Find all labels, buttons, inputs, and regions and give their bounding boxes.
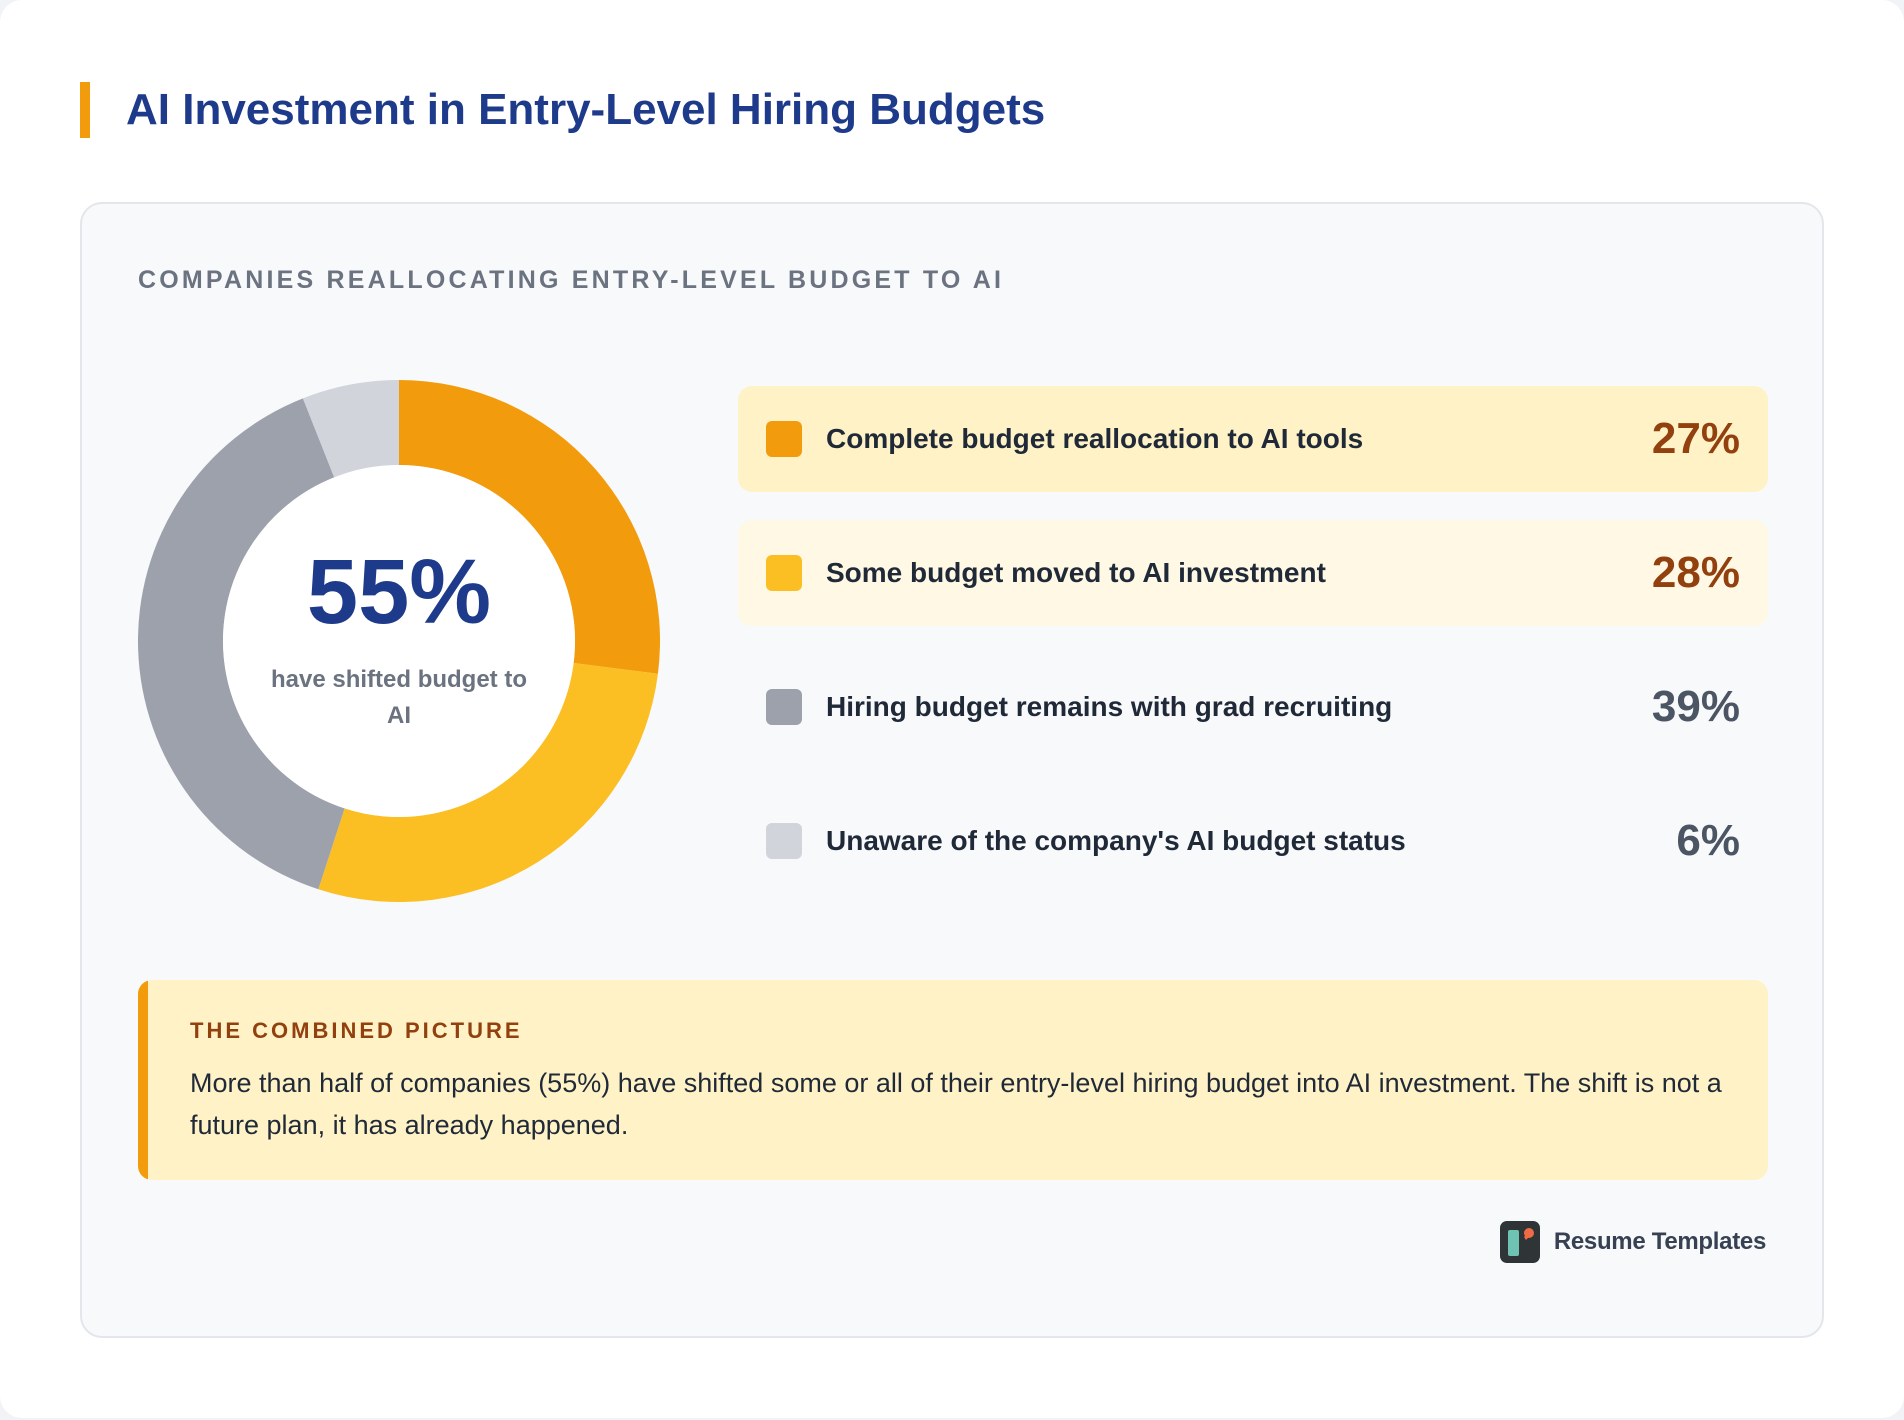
legend-swatch [766, 555, 802, 591]
legend-row: Some budget moved to AI investment 28% [738, 520, 1768, 626]
donut-slice [302, 380, 399, 478]
legend-swatch [766, 421, 802, 457]
donut-slice [318, 663, 658, 902]
callout-box: THE COMBINED PICTURE More than half of c… [138, 980, 1768, 1180]
legend-label: Unaware of the company's AI budget statu… [826, 825, 1406, 856]
legend-swatch [766, 823, 802, 859]
legend-value: 27% [1651, 414, 1740, 463]
resume-templates-logo-icon [1499, 1221, 1540, 1263]
brand-name: Resume Templates [1553, 1228, 1766, 1255]
legend-row: Complete budget reallocation to AI tools… [738, 386, 1768, 492]
callout-heading: THE COMBINED PICTURE [190, 1018, 523, 1043]
chart-title: COMPANIES REALLOCATING ENTRY-LEVEL BUDGE… [138, 266, 1005, 294]
legend-label: Complete budget reallocation to AI tools [826, 423, 1364, 454]
legend-row: Hiring budget remains with grad recruiti… [738, 654, 1768, 760]
legend-value: 6% [1676, 816, 1740, 865]
callout-accent-bar [138, 980, 148, 1180]
legend: Complete budget reallocation to AI tools… [738, 386, 1768, 922]
legend-label: Hiring budget remains with grad recruiti… [826, 691, 1393, 722]
donut-slice [138, 398, 345, 890]
legend-value: 28% [1651, 548, 1740, 597]
donut-slice [399, 380, 660, 674]
donut-center-caption: have shifted budget to AI [270, 666, 527, 729]
callout-text: More than half of companies (55%) have s… [190, 1068, 1722, 1140]
donut-chart: 55% have shifted budget to AI [138, 380, 660, 902]
chart-card: COMPANIES REALLOCATING ENTRY-LEVEL BUDGE… [80, 202, 1824, 1338]
donut-svg [138, 380, 660, 902]
legend-value: 39% [1651, 682, 1740, 731]
donut-hole [223, 465, 575, 817]
legend-swatch [766, 689, 802, 725]
donut-center: 55% have shifted budget to AI [138, 380, 660, 902]
title-accent-bar [80, 82, 90, 138]
donut-center-value: 55% [306, 541, 492, 643]
legend-row: Unaware of the company's AI budget statu… [738, 788, 1768, 894]
brand[interactable]: Resume Templates [1499, 1220, 1766, 1264]
legend-label: Some budget moved to AI investment [826, 557, 1326, 588]
page-title: AI Investment in Entry-Level Hiring Budg… [126, 85, 1046, 134]
